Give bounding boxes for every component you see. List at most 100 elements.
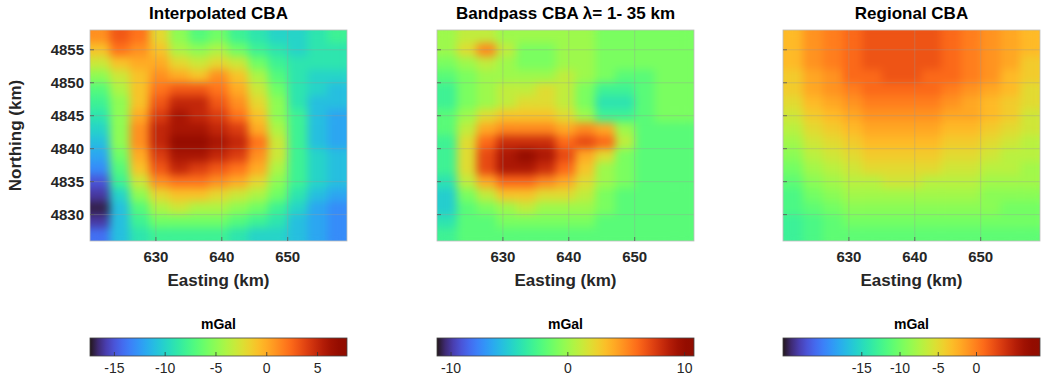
- cell: [823, 122, 843, 136]
- grid-line: [437, 181, 694, 182]
- cell: [654, 30, 674, 44]
- cell: [862, 56, 882, 70]
- cell: [783, 215, 803, 229]
- cell: [803, 162, 823, 176]
- cell: [307, 188, 327, 202]
- cell: [981, 83, 1001, 97]
- cell: [228, 83, 248, 97]
- cell: [823, 96, 843, 110]
- cell: [921, 201, 941, 215]
- grid-line: [502, 30, 503, 241]
- cell: [635, 83, 655, 97]
- cell: [268, 30, 288, 44]
- axis-title: Easting (km): [514, 271, 616, 290]
- cell: [90, 30, 110, 44]
- cell: [130, 70, 150, 84]
- plot-area: [783, 30, 1040, 241]
- cell: [823, 30, 843, 44]
- cell: [90, 228, 110, 241]
- cell: [595, 56, 615, 70]
- tick-mark: [437, 115, 441, 116]
- cell: [327, 188, 347, 202]
- cell: [149, 188, 169, 202]
- tick-mark: [90, 148, 94, 149]
- cell: [288, 149, 308, 163]
- cell: [635, 228, 655, 241]
- cell: [130, 162, 150, 176]
- cell: [189, 30, 209, 44]
- panel: 630640650483048354840484548504855Interpo…: [6, 4, 348, 376]
- cell: [477, 30, 497, 44]
- cell: [477, 122, 497, 136]
- cell: [536, 188, 556, 202]
- cell: [921, 136, 941, 150]
- cell: [110, 96, 130, 110]
- colorbar-tick-label: -10: [890, 360, 910, 376]
- cell: [209, 201, 229, 215]
- cell: [437, 215, 457, 229]
- cell: [921, 188, 941, 202]
- cell: [556, 96, 576, 110]
- tick-label: 4840: [51, 140, 84, 157]
- cell: [288, 122, 308, 136]
- cell: [803, 83, 823, 97]
- cell: [941, 70, 961, 84]
- cell: [228, 70, 248, 84]
- tick-mark: [783, 214, 787, 215]
- cell: [327, 122, 347, 136]
- cell: [635, 215, 655, 229]
- colorbar-tick: [266, 352, 267, 356]
- cell: [615, 136, 635, 150]
- cell: [228, 122, 248, 136]
- cell: [90, 201, 110, 215]
- cell: [110, 136, 130, 150]
- cell: [228, 188, 248, 202]
- cell: [457, 149, 477, 163]
- cell: [268, 56, 288, 70]
- cell: [575, 96, 595, 110]
- cell: [268, 122, 288, 136]
- cell: [228, 162, 248, 176]
- tick-mark: [90, 82, 94, 83]
- cell: [842, 228, 862, 241]
- tick-label: 640: [209, 248, 234, 265]
- colorbar-tick-label: -5: [932, 360, 945, 376]
- cell: [556, 56, 576, 70]
- cell: [496, 56, 516, 70]
- cell: [516, 136, 536, 150]
- cell: [307, 201, 327, 215]
- cell: [209, 149, 229, 163]
- cell: [307, 96, 327, 110]
- cell: [536, 149, 556, 163]
- cell: [823, 136, 843, 150]
- cell: [437, 162, 457, 176]
- cell: [209, 122, 229, 136]
- cell: [862, 215, 882, 229]
- cell: [496, 201, 516, 215]
- cell: [110, 56, 130, 70]
- cell: [635, 201, 655, 215]
- cells: [783, 30, 1040, 241]
- tick-mark: [783, 49, 787, 50]
- cell: [437, 149, 457, 163]
- cell: [1000, 215, 1020, 229]
- cell: [457, 96, 477, 110]
- cell: [1000, 83, 1020, 97]
- colorbar-tick-label: -15: [104, 360, 124, 376]
- cell: [921, 162, 941, 176]
- cell: [961, 188, 981, 202]
- cell: [941, 201, 961, 215]
- cell: [556, 149, 576, 163]
- cell: [842, 215, 862, 229]
- cell: [189, 122, 209, 136]
- cell: [516, 149, 536, 163]
- cell: [169, 136, 189, 150]
- cell: [327, 96, 347, 110]
- cell: [457, 122, 477, 136]
- cell: [327, 162, 347, 176]
- colorbar: [437, 338, 694, 356]
- grid-line: [634, 30, 635, 241]
- colorbar-label: mGal: [894, 316, 929, 332]
- cell: [783, 136, 803, 150]
- tick-mark: [90, 181, 94, 182]
